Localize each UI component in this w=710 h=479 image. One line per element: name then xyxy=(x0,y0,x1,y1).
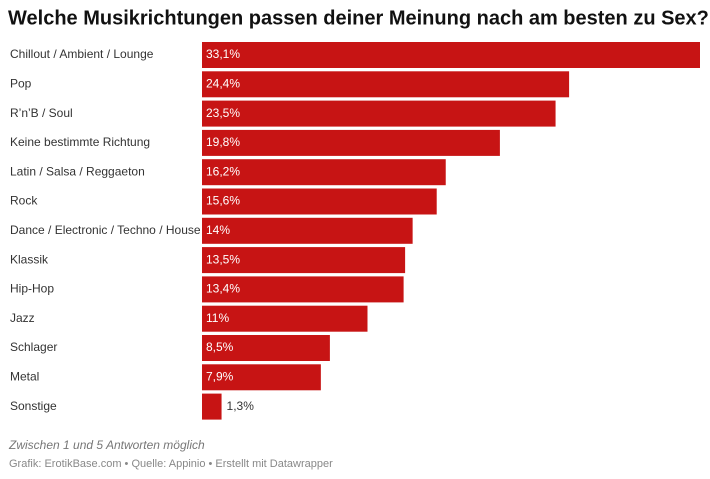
category-label: Schlager xyxy=(10,340,57,354)
bar xyxy=(202,71,570,98)
value-label: 15,6% xyxy=(206,194,240,208)
value-label: 23,5% xyxy=(206,106,240,120)
value-label: 19,8% xyxy=(206,135,240,149)
value-label: 33,1% xyxy=(206,47,240,61)
value-label: 24,4% xyxy=(206,76,240,90)
bar xyxy=(202,129,500,156)
value-label: 16,2% xyxy=(206,164,240,178)
bar xyxy=(202,393,222,420)
bar xyxy=(202,247,406,274)
bar xyxy=(202,364,321,391)
category-label: Sonstige xyxy=(10,399,57,413)
chart-title: Welche Musikrichtungen passen deiner Mei… xyxy=(8,7,709,29)
value-label: 13,4% xyxy=(206,282,240,296)
category-label: Hip-Hop xyxy=(10,282,54,296)
category-label: Keine bestimmte Richtung xyxy=(10,135,150,149)
category-label: R’n’B / Soul xyxy=(10,106,73,120)
note: Zwischen 1 und 5 Antworten möglich xyxy=(8,438,205,452)
value-label: 7,9% xyxy=(206,369,234,383)
bar xyxy=(202,188,437,215)
category-label: Metal xyxy=(10,369,39,383)
bar xyxy=(202,276,404,303)
value-label: 14% xyxy=(206,223,230,237)
category-label: Rock xyxy=(10,194,38,208)
bar xyxy=(202,217,413,244)
category-label: Klassik xyxy=(10,252,49,266)
bar xyxy=(202,100,556,127)
bar xyxy=(202,159,446,186)
source: Grafik: ErotikBase.com • Quelle: Appinio… xyxy=(9,458,333,470)
value-label: 13,5% xyxy=(206,252,240,266)
category-label: Pop xyxy=(10,76,32,90)
category-label: Jazz xyxy=(10,311,35,325)
category-label: Dance / Electronic / Techno / House xyxy=(10,223,201,237)
value-label: 11% xyxy=(206,311,229,325)
bar xyxy=(202,335,330,361)
bar xyxy=(202,42,700,68)
value-label: 8,5% xyxy=(206,340,234,354)
value-label: 1,3% xyxy=(227,399,255,413)
bar xyxy=(202,305,368,332)
category-label: Chillout / Ambient / Lounge xyxy=(10,47,154,61)
category-label: Latin / Salsa / Reggaeton xyxy=(10,164,145,178)
